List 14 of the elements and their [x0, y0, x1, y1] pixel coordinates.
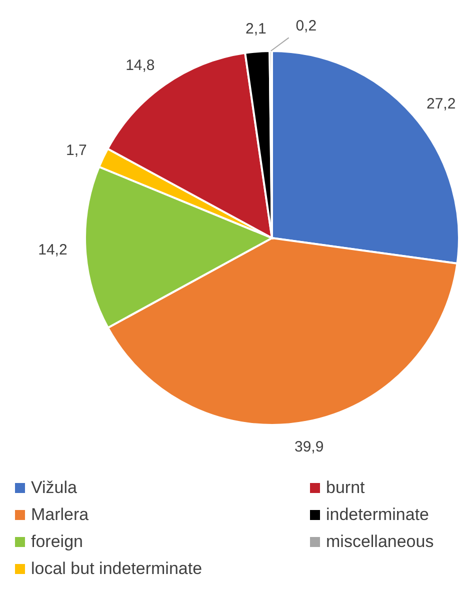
- data-label: 14,2: [38, 241, 68, 258]
- legend-label: indeterminate: [326, 505, 430, 524]
- data-label: 0,2: [296, 17, 317, 34]
- data-label: 14,8: [126, 56, 155, 74]
- legend-label: miscellaneous: [326, 532, 434, 551]
- data-label: 39,9: [294, 438, 324, 456]
- legend-label: local but indeterminate: [31, 559, 202, 578]
- data-label: 2,1: [246, 20, 266, 38]
- legend-label: foreign: [31, 532, 83, 551]
- data-label: 1,7: [66, 142, 87, 159]
- legend-label: Marlera: [31, 505, 90, 524]
- legend-label: burnt: [326, 478, 366, 497]
- legend-label: Vižula: [31, 478, 78, 497]
- data-label: 27,2: [426, 95, 456, 112]
